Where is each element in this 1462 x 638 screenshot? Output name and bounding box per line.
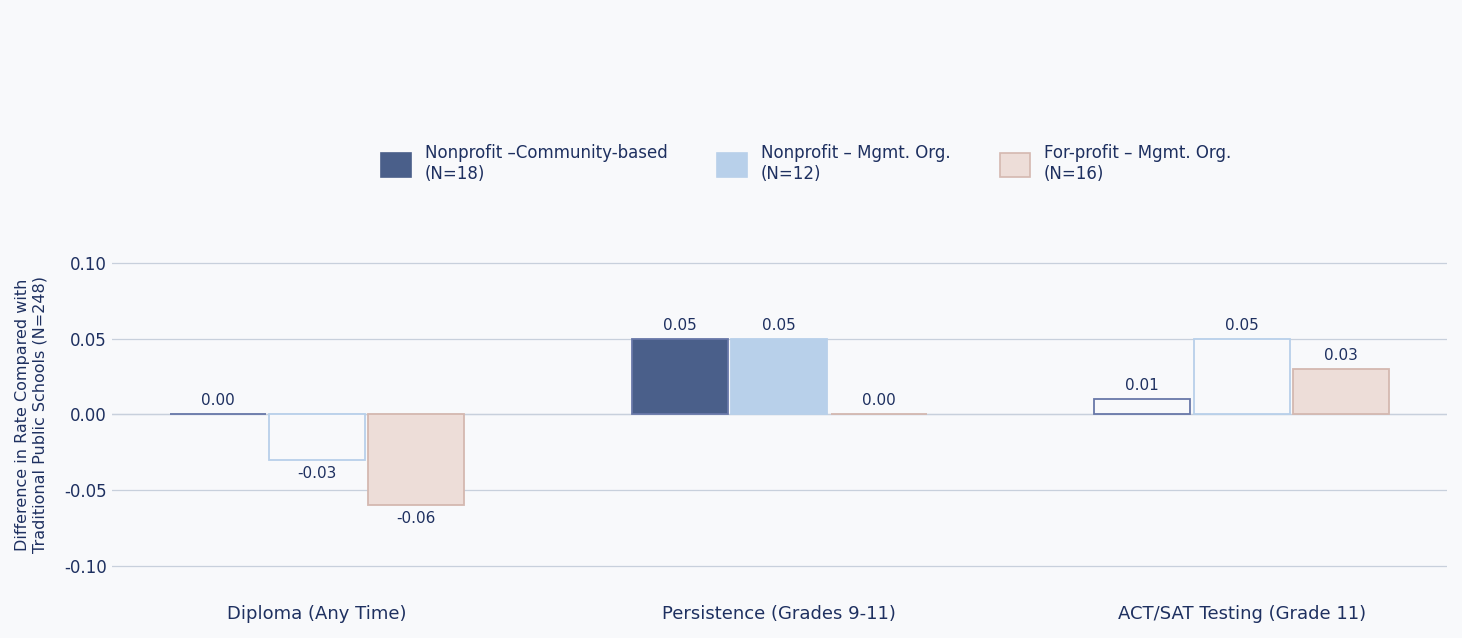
Text: -0.06: -0.06	[396, 511, 436, 526]
Bar	[269, 415, 366, 460]
Text: 0.05: 0.05	[664, 318, 697, 332]
Bar	[731, 339, 827, 415]
Text: 0.01: 0.01	[1126, 378, 1159, 393]
Y-axis label: Difference in Rate Compared with
Traditional Public Schools (N=248): Difference in Rate Compared with Traditi…	[15, 276, 47, 553]
Bar	[1193, 339, 1289, 415]
Text: 0.05: 0.05	[763, 318, 797, 332]
Text: 0.03: 0.03	[1325, 348, 1358, 363]
Bar	[632, 339, 728, 415]
Legend: Nonprofit –Community-based
(N=18), Nonprofit – Mgmt. Org.
(N=12), For-profit – M: Nonprofit –Community-based (N=18), Nonpr…	[374, 137, 1237, 189]
Bar	[368, 415, 465, 505]
Text: 0.05: 0.05	[1225, 318, 1259, 332]
Bar	[1095, 399, 1190, 415]
Text: 0.00: 0.00	[861, 394, 896, 408]
Bar	[1292, 369, 1389, 415]
Text: -0.03: -0.03	[297, 466, 336, 481]
Text: 0.00: 0.00	[200, 394, 235, 408]
